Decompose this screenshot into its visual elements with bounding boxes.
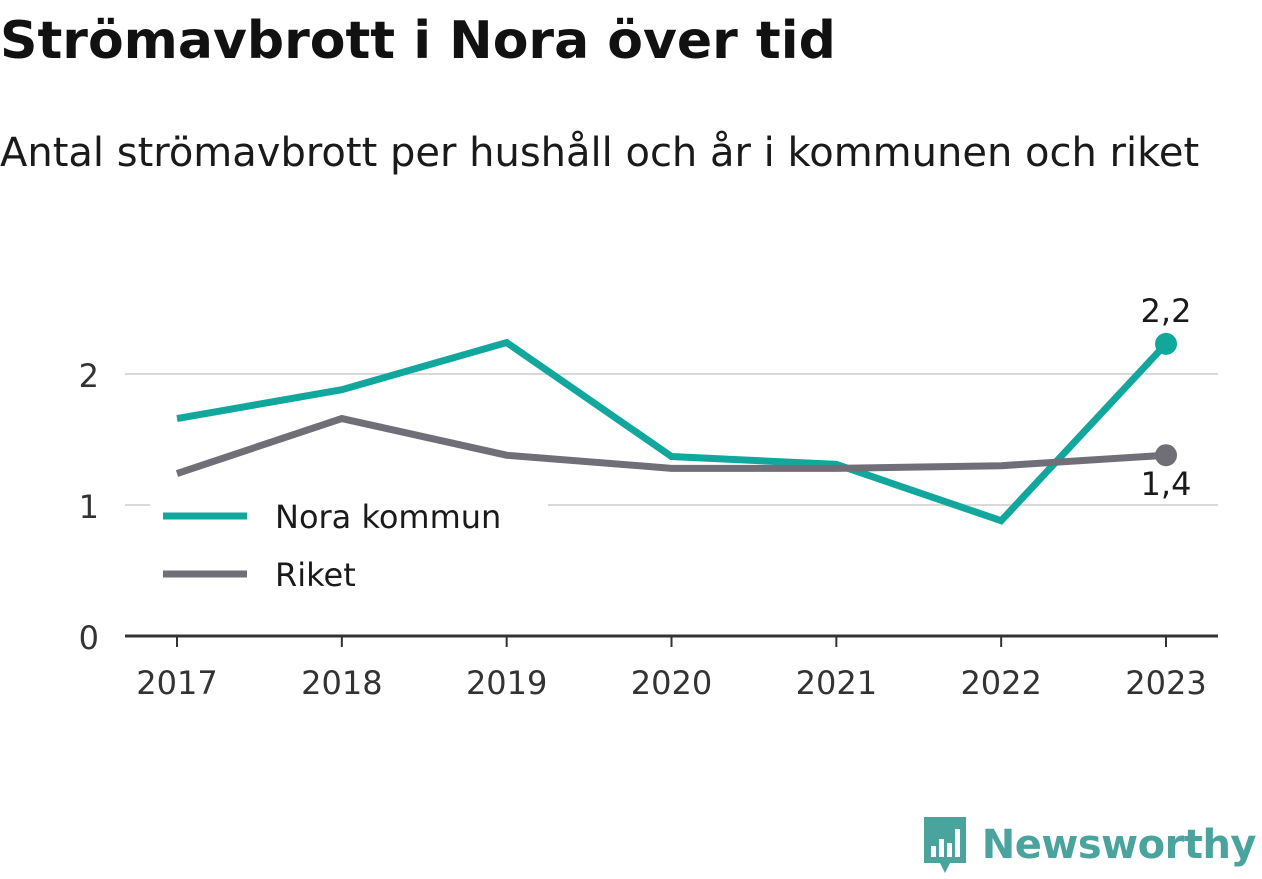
brand-name: Newsworthy [981, 822, 1257, 868]
legend: Nora kommun Riket [150, 490, 548, 612]
legend-label: Riket [275, 556, 356, 594]
brand-logo: Newsworthy [920, 815, 1257, 875]
y-axis-ticks: 0 1 2 [79, 357, 99, 657]
series-lines [175, 332, 1177, 525]
y-tick-label: 2 [79, 357, 99, 395]
end-labels: 2,2 1,4 [1137, 288, 1196, 507]
chart-subtitle: Antal strömavbrott per hushåll och år i … [0, 130, 1200, 176]
legend-background [150, 490, 548, 612]
x-tick-label: 2017 [136, 664, 217, 702]
x-tick-label: 2020 [631, 664, 712, 702]
x-axis: 2017 2018 2019 2020 2021 2022 2023 [125, 634, 1218, 702]
x-tick-label: 2018 [301, 664, 382, 702]
x-tick-label: 2023 [1125, 664, 1206, 702]
x-tick-label: 2022 [960, 664, 1041, 702]
end-point [1155, 444, 1177, 467]
end-value-label: 1,4 [1141, 465, 1192, 503]
y-tick-label: 1 [79, 488, 99, 526]
end-point [1155, 332, 1177, 355]
end-value-label: 2,2 [1141, 292, 1192, 330]
chart-title: Strömavbrott i Nora över tid [0, 11, 836, 71]
y-tick-label: 0 [79, 619, 99, 657]
series-line [175, 414, 1167, 477]
newsworthy-logo-icon [923, 817, 966, 873]
legend-label: Nora kommun [275, 498, 501, 536]
x-tick-label: 2019 [466, 664, 547, 702]
x-tick-label: 2021 [796, 664, 877, 702]
